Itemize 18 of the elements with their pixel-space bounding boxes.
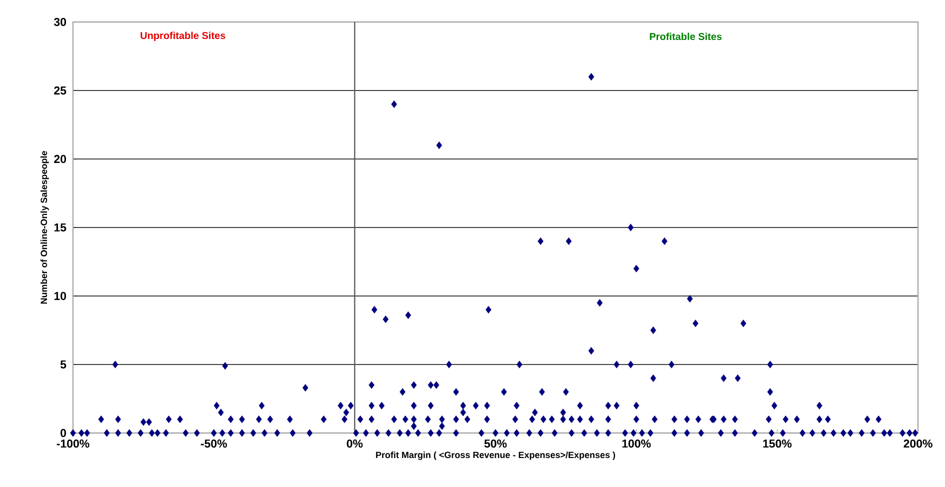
y-tick-label: 20 <box>54 154 66 164</box>
x-axis-title: Profit Margin ( <Gross Revenue - Expenses>/Expenses ) <box>376 452 616 460</box>
x-tick-label: -100% <box>56 440 90 448</box>
y-tick-label: 10 <box>54 292 66 300</box>
x-tick-label: 200% <box>904 440 932 448</box>
x-tick-label: 0% <box>346 440 363 448</box>
y-tick-label: 30 <box>54 18 66 26</box>
x-tick-label: 150% <box>763 440 792 448</box>
annotation: Profitable Sites <box>650 32 722 40</box>
y-tick-label: 0 <box>60 428 66 438</box>
y-tick-label: 25 <box>54 86 66 95</box>
y-tick-label: 15 <box>54 223 66 232</box>
x-tick-label: 100% <box>622 440 651 448</box>
y-axis-title: Number of Online-Only Salespeople <box>40 151 49 304</box>
y-tick-label: 5 <box>60 360 66 369</box>
annotation: Unprofitable Sites <box>140 32 226 42</box>
x-tick-label: 50% <box>484 440 507 448</box>
x-tick-label: -50% <box>200 440 227 448</box>
